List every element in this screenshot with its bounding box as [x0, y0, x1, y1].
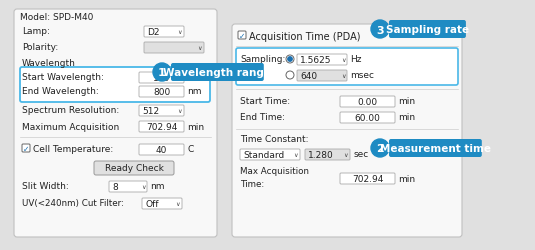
- Text: Ready Check: Ready Check: [104, 164, 163, 173]
- FancyBboxPatch shape: [20, 68, 210, 102]
- FancyBboxPatch shape: [340, 112, 395, 124]
- Text: ∨: ∨: [178, 108, 182, 114]
- Circle shape: [371, 21, 389, 39]
- Text: Model: SPD-M40: Model: SPD-M40: [20, 14, 94, 22]
- Text: C: C: [187, 145, 193, 154]
- FancyBboxPatch shape: [232, 25, 462, 237]
- Text: Cell Temperature:: Cell Temperature:: [33, 145, 113, 154]
- Text: 702.94: 702.94: [352, 174, 383, 183]
- FancyBboxPatch shape: [305, 150, 350, 160]
- Text: 1.5625: 1.5625: [300, 56, 332, 65]
- Text: min: min: [187, 122, 204, 131]
- Text: 800: 800: [153, 88, 170, 96]
- Text: ∨: ∨: [198, 46, 202, 51]
- FancyBboxPatch shape: [94, 161, 174, 175]
- FancyBboxPatch shape: [109, 181, 147, 192]
- Text: msec: msec: [350, 71, 374, 80]
- FancyBboxPatch shape: [240, 150, 300, 160]
- FancyBboxPatch shape: [139, 87, 184, 98]
- Text: 3: 3: [376, 26, 384, 35]
- Text: Start Time:: Start Time:: [240, 97, 290, 106]
- Text: End Wavelength:: End Wavelength:: [22, 87, 99, 96]
- FancyBboxPatch shape: [144, 43, 204, 54]
- Text: 1: 1: [158, 68, 166, 78]
- Text: 1.280: 1.280: [308, 150, 334, 159]
- Text: 512: 512: [142, 106, 159, 116]
- Text: nm: nm: [150, 182, 164, 191]
- FancyBboxPatch shape: [22, 144, 30, 152]
- FancyBboxPatch shape: [297, 55, 347, 66]
- Text: Off: Off: [145, 199, 158, 208]
- Text: Acquisition Time (PDA): Acquisition Time (PDA): [249, 32, 361, 42]
- Text: min: min: [398, 175, 415, 184]
- Text: ∨: ∨: [178, 30, 182, 35]
- Text: ∨: ∨: [341, 74, 345, 79]
- Text: ∨: ∨: [175, 201, 180, 206]
- Text: Wavelength: Wavelength: [22, 58, 76, 67]
- Text: 60.00: 60.00: [355, 114, 380, 122]
- Text: Wavelength range: Wavelength range: [163, 68, 271, 78]
- Text: Maximum Acquisition: Maximum Acquisition: [22, 122, 119, 131]
- Text: Time Constant:: Time Constant:: [240, 135, 309, 144]
- Circle shape: [286, 72, 294, 80]
- FancyBboxPatch shape: [139, 144, 184, 156]
- FancyBboxPatch shape: [238, 32, 246, 40]
- Text: ∨: ∨: [341, 58, 345, 63]
- Text: 702.94: 702.94: [146, 122, 177, 132]
- Text: Lamp:: Lamp:: [22, 28, 50, 36]
- Text: ∨: ∨: [294, 152, 299, 157]
- Text: min: min: [398, 113, 415, 122]
- FancyBboxPatch shape: [139, 106, 184, 117]
- Text: min: min: [398, 97, 415, 106]
- Text: ∨: ∨: [141, 184, 146, 189]
- Text: ∨: ∨: [343, 152, 348, 157]
- FancyBboxPatch shape: [389, 21, 466, 39]
- Text: Standard: Standard: [243, 150, 284, 159]
- Circle shape: [288, 58, 292, 62]
- FancyBboxPatch shape: [297, 71, 347, 82]
- FancyBboxPatch shape: [340, 173, 395, 184]
- Text: Hz: Hz: [350, 55, 362, 64]
- Text: D2: D2: [147, 28, 159, 37]
- Text: Slit Width:: Slit Width:: [22, 182, 69, 191]
- FancyBboxPatch shape: [236, 49, 458, 86]
- Text: Max Acquisition
Time:: Max Acquisition Time:: [240, 166, 309, 188]
- Text: Polarity:: Polarity:: [22, 43, 58, 52]
- Circle shape: [286, 56, 294, 64]
- FancyBboxPatch shape: [171, 64, 264, 82]
- Text: 640: 640: [300, 72, 317, 81]
- Text: Measurement time: Measurement time: [380, 144, 491, 154]
- Text: Sampling:: Sampling:: [240, 55, 285, 64]
- FancyBboxPatch shape: [139, 73, 184, 84]
- Text: End Time:: End Time:: [240, 113, 285, 122]
- Text: nm: nm: [187, 87, 202, 96]
- FancyBboxPatch shape: [14, 10, 217, 237]
- FancyBboxPatch shape: [144, 27, 184, 38]
- Text: 40: 40: [156, 146, 167, 154]
- Text: 8: 8: [112, 182, 118, 191]
- Text: ✓: ✓: [23, 144, 29, 153]
- FancyBboxPatch shape: [142, 198, 182, 209]
- FancyBboxPatch shape: [139, 122, 184, 132]
- Text: 0.00: 0.00: [357, 98, 378, 106]
- Circle shape: [371, 140, 389, 157]
- Text: Spectrum Resolution:: Spectrum Resolution:: [22, 106, 119, 115]
- FancyBboxPatch shape: [340, 96, 395, 108]
- Text: 190: 190: [153, 74, 170, 83]
- Text: Start Wavelength:: Start Wavelength:: [22, 73, 104, 82]
- FancyBboxPatch shape: [389, 140, 482, 157]
- Text: nm: nm: [187, 73, 202, 82]
- Text: 2: 2: [376, 144, 384, 154]
- Text: UV(<240nm) Cut Filter:: UV(<240nm) Cut Filter:: [22, 199, 124, 208]
- Text: sec: sec: [354, 150, 369, 159]
- Text: ✓: ✓: [239, 31, 245, 40]
- Text: Sampling rate: Sampling rate: [386, 25, 469, 35]
- Circle shape: [153, 64, 171, 82]
